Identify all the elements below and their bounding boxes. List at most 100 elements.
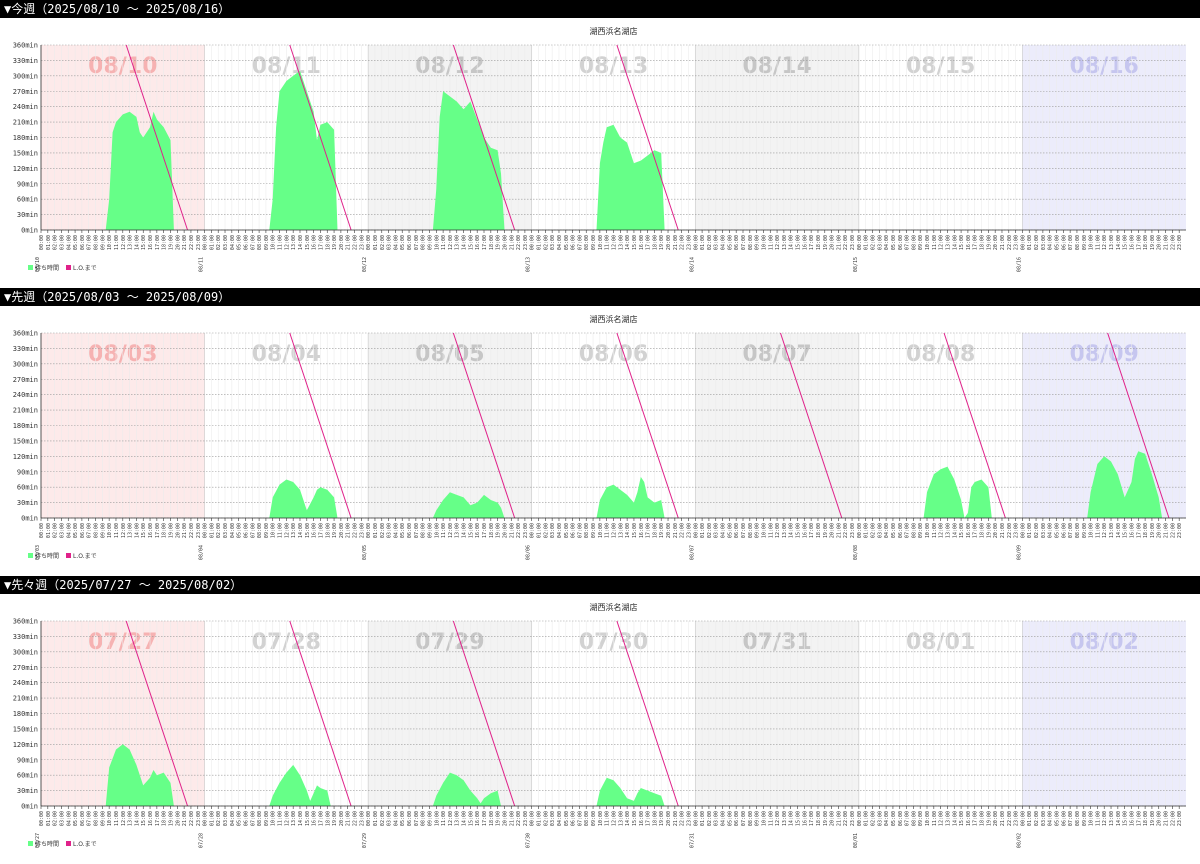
x-tick-label: 05:00 (727, 523, 733, 538)
x-tick-label: 02:00 (1034, 235, 1040, 250)
x-tick-label: 19:00 (168, 811, 174, 826)
y-tick-label: 270min (13, 664, 38, 672)
x-tick-label: 19:00 (659, 523, 665, 538)
x-date-label: 08/04 (199, 545, 205, 560)
x-tick-label: 13:00 (618, 523, 624, 538)
x-tick-label: 01:00 (46, 523, 52, 538)
x-tick-label: 12:00 (775, 235, 781, 250)
x-tick-label: 10:00 (761, 811, 767, 826)
wait-time-area (105, 111, 174, 230)
x-tick-label: 03:00 (223, 235, 229, 250)
x-tick-label: 04:00 (721, 235, 727, 250)
x-tick-label: 03:00 (387, 523, 393, 538)
x-tick-label: 05:00 (1055, 811, 1061, 826)
x-tick-label: 05:00 (237, 811, 243, 826)
y-tick-label: 90min (17, 756, 38, 764)
x-tick-label: 13:00 (291, 523, 297, 538)
x-tick-label: 18:00 (816, 235, 822, 250)
x-date-label: 07/30 (526, 833, 532, 848)
x-tick-label: 16:00 (639, 235, 645, 250)
x-tick-label: 20:00 (339, 235, 345, 250)
x-tick-label: 06:00 (80, 523, 86, 538)
x-tick-label: 06:00 (571, 811, 577, 826)
x-tick-label: 12:00 (612, 811, 618, 826)
x-tick-label: 03:00 (1041, 811, 1047, 826)
x-tick-label: 22:00 (680, 523, 686, 538)
x-tick-label: 15:00 (959, 235, 965, 250)
y-tick-label: 30min (17, 787, 38, 795)
x-tick-label: 15:00 (141, 235, 147, 250)
x-tick-label: 01:00 (46, 811, 52, 826)
x-tick-label: 21:00 (1164, 523, 1170, 538)
x-tick-label: 06:00 (407, 235, 413, 250)
x-tick-label: 02:00 (380, 235, 386, 250)
x-tick-label: 17:00 (318, 811, 324, 826)
y-tick-label: 90min (17, 468, 38, 476)
x-tick-label: 05:00 (237, 523, 243, 538)
x-tick-label: 12:00 (612, 235, 618, 250)
x-tick-label: 17:00 (809, 235, 815, 250)
x-tick-label: 22:00 (1007, 523, 1013, 538)
x-tick-label: 14:00 (789, 811, 795, 826)
x-tick-label: 21:00 (182, 811, 188, 826)
x-tick-label: 07:00 (250, 811, 256, 826)
x-tick-label: 03:00 (877, 235, 883, 250)
x-tick-label: 17:00 (482, 523, 488, 538)
x-tick-label: 00:00 (203, 235, 209, 250)
x-date-label: 08/01 (853, 833, 859, 848)
x-tick-label: 21:00 (673, 523, 679, 538)
x-tick-label: 22:00 (843, 523, 849, 538)
wait-time-area (269, 70, 338, 230)
x-tick-label: 22:00 (1170, 523, 1176, 538)
x-tick-label: 19:00 (332, 811, 338, 826)
x-tick-label: 10:00 (598, 235, 604, 250)
x-tick-label: 23:00 (359, 523, 365, 538)
x-tick-label: 00:00 (366, 811, 372, 826)
x-tick-label: 02:00 (870, 811, 876, 826)
x-tick-label: 09:00 (755, 523, 761, 538)
x-tick-label: 23:00 (1177, 235, 1183, 250)
x-tick-label: 16:00 (639, 811, 645, 826)
x-tick-label: 18:00 (325, 811, 331, 826)
x-tick-label: 06:00 (734, 811, 740, 826)
x-tick-label: 19:00 (332, 235, 338, 250)
x-tick-label: 02:00 (870, 523, 876, 538)
x-tick-label: 12:00 (775, 811, 781, 826)
x-tick-label: 17:00 (646, 811, 652, 826)
x-tick-label: 14:00 (298, 811, 304, 826)
x-tick-label: 06:00 (80, 811, 86, 826)
x-tick-label: 20:00 (175, 523, 181, 538)
wait-time-area (596, 777, 665, 806)
lo-line (1107, 332, 1170, 519)
x-tick-label: 10:00 (925, 235, 931, 250)
x-tick-label: 06:00 (898, 811, 904, 826)
x-tick-label: 15:00 (468, 523, 474, 538)
x-tick-label: 12:00 (121, 523, 127, 538)
x-tick-label: 13:00 (291, 235, 297, 250)
x-tick-label: 11:00 (278, 811, 284, 826)
x-tick-label: 18:00 (980, 523, 986, 538)
x-tick-label: 02:00 (707, 811, 713, 826)
x-tick-label: 23:00 (523, 235, 529, 250)
x-tick-label: 23:00 (1177, 523, 1183, 538)
x-tick-label: 01:00 (373, 811, 379, 826)
x-tick-label: 00:00 (203, 523, 209, 538)
x-tick-label: 22:00 (189, 523, 195, 538)
x-tick-label: 02:00 (1034, 523, 1040, 538)
x-tick-label: 07:00 (250, 523, 256, 538)
x-tick-label: 00:00 (1020, 523, 1026, 538)
y-tick-label: 210min (13, 695, 38, 703)
x-tick-label: 06:00 (243, 235, 249, 250)
x-tick-label: 08:00 (1075, 523, 1081, 538)
lo-line (289, 620, 352, 807)
x-tick-label: 03:00 (714, 523, 720, 538)
x-tick-label: 17:00 (155, 235, 161, 250)
x-tick-label: 05:00 (400, 811, 406, 826)
x-tick-label: 14:00 (462, 235, 468, 250)
x-tick-label: 04:00 (66, 811, 72, 826)
x-tick-label: 20:00 (993, 235, 999, 250)
x-tick-label: 14:00 (625, 811, 631, 826)
week-section-this-week: ▼今週（2025/08/10 〜 2025/08/16） 湖西浜名湖店 08/10… (0, 0, 1200, 288)
x-tick-label: 05:00 (727, 811, 733, 826)
